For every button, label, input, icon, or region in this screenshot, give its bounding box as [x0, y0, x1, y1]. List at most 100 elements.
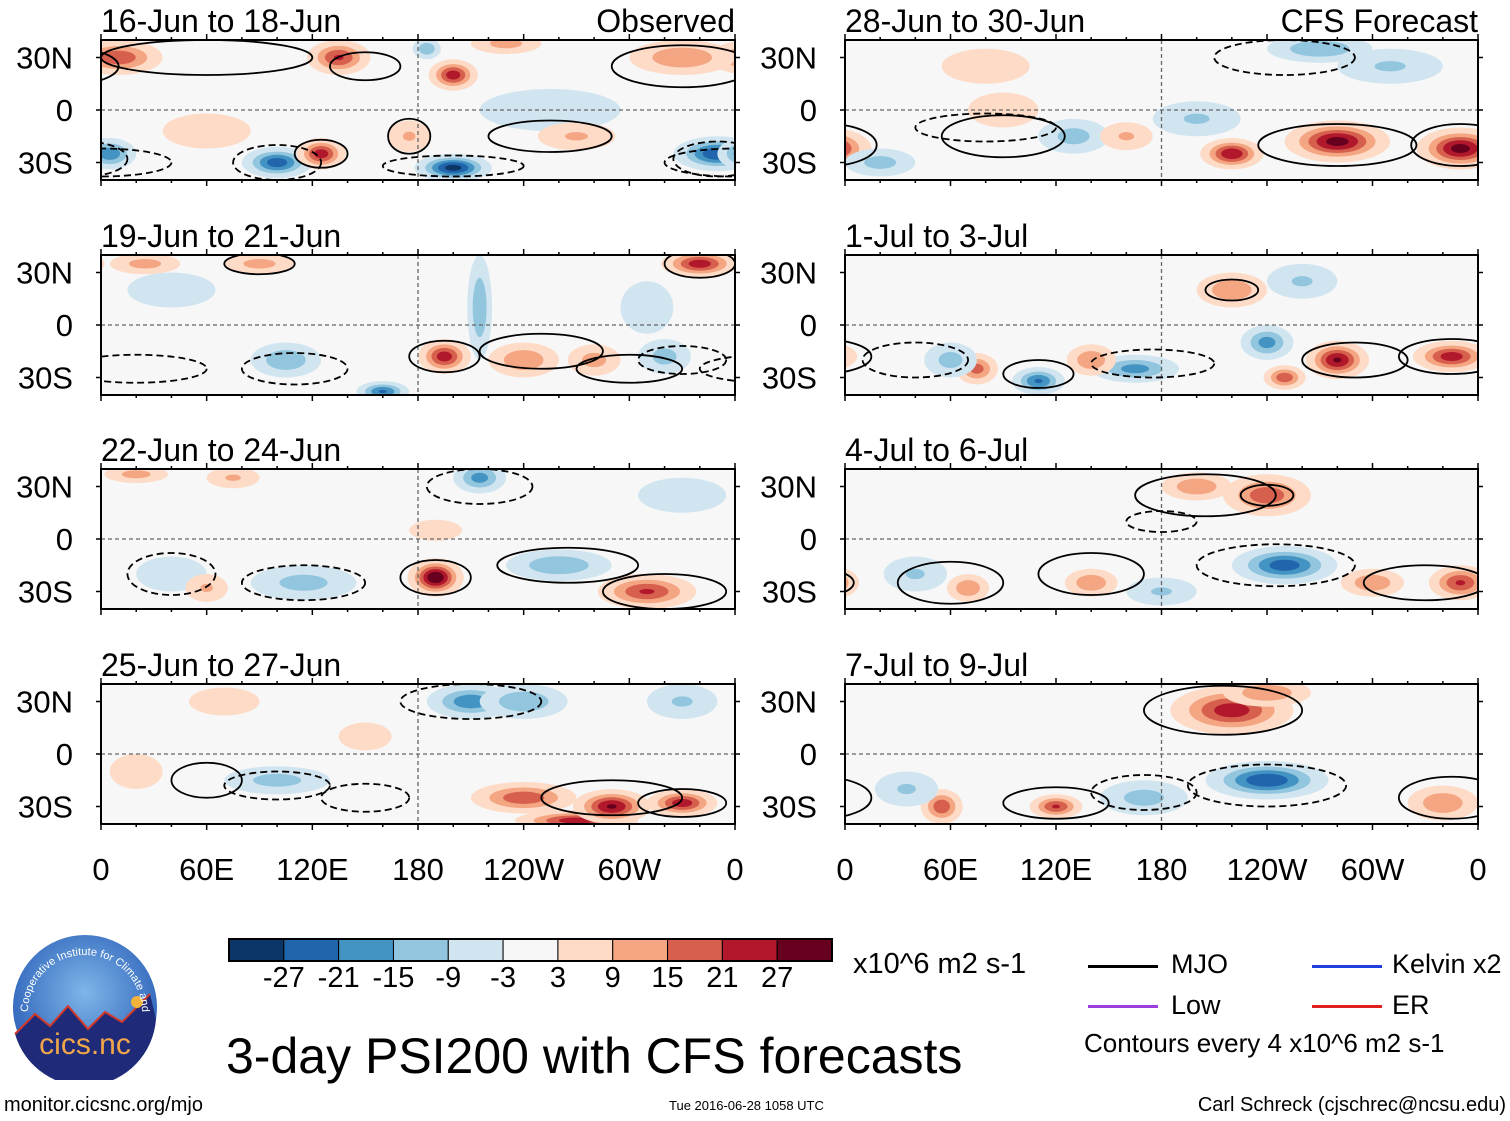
- mjo-contour-negative: [101, 147, 173, 178]
- lat-tick-label: 0: [800, 737, 817, 772]
- anomaly-shade: [529, 556, 589, 575]
- mjo-contour-negative: [101, 142, 129, 176]
- colorbar-tick-label: 27: [761, 962, 794, 994]
- anomaly-field: [814, 469, 1478, 609]
- map-panel: 30N 0 30S 7-Jul to 9-Jul 0 60E 120E 180 120W 60W 0: [760, 647, 1487, 887]
- lat-tick-label: 30N: [760, 685, 817, 720]
- map-panel: 30N 0 30S 19-Jun to 21-Jun: [16, 218, 740, 401]
- anomaly-shade: [1246, 773, 1288, 787]
- lat-tick-label: 30N: [16, 41, 73, 76]
- mjo-contour-positive: [408, 339, 481, 374]
- mjo-contour-positive: [387, 117, 432, 155]
- mjo-contour-negative: [381, 154, 525, 178]
- anomaly-shade: [1326, 137, 1349, 146]
- lat-tick-label: 30S: [18, 790, 73, 825]
- anomaly-shade: [446, 70, 461, 80]
- mjo-contour-positive: [101, 51, 120, 82]
- mjo-contour-negative: [861, 341, 969, 379]
- lon-tick-label: 120W: [1227, 852, 1309, 887]
- mjo-contour-positive: [170, 761, 243, 799]
- mjo-contour-negative: [1195, 543, 1356, 588]
- lon-tick-label: 180: [392, 852, 444, 887]
- mjo-contour-negative: [126, 552, 217, 596]
- anomaly-shade: [436, 351, 452, 362]
- mjo-contour-positive: [399, 559, 472, 596]
- lon-tick-label: 120W: [483, 852, 565, 887]
- anomaly-shade: [1183, 113, 1210, 124]
- mjo-contour-positive: [1037, 552, 1145, 596]
- lat-tick-label: 0: [56, 308, 73, 343]
- anomaly-shade: [864, 156, 897, 169]
- anomaly-shade: [225, 474, 241, 481]
- lat-tick-label: 0: [56, 737, 73, 772]
- anomaly-shade: [744, 754, 797, 789]
- anomaly-shade: [498, 691, 549, 712]
- lon-tick-label: 120E: [1020, 852, 1092, 887]
- anomaly-shade: [1291, 276, 1313, 287]
- lon-tick-label: 60W: [1341, 852, 1405, 887]
- anomaly-shade: [688, 259, 711, 268]
- anomaly-shade: [1497, 156, 1510, 169]
- mjo-contour-positive: [1239, 483, 1295, 507]
- mjo-contour-negative: [223, 770, 331, 801]
- lon-tick-label: 60E: [923, 852, 978, 887]
- footer-url[interactable]: monitor.cicsnc.org/mjo: [4, 1094, 203, 1116]
- panel-tag: Observed: [596, 3, 735, 39]
- mjo-contour-negative: [672, 140, 735, 178]
- footer-author: Carl Schreck (cjschrec@ncsu.edu): [1197, 1094, 1506, 1116]
- mjo-contour-negative: [320, 782, 411, 813]
- mjo-contour-positive: [1143, 684, 1304, 736]
- mjo-contour-positive: [1397, 775, 1478, 820]
- mjo-contour-positive: [0, 548, 4, 583]
- colorbar-tick-label: -21: [317, 962, 360, 994]
- anomaly-shade: [127, 272, 216, 308]
- lat-tick-label: 0: [800, 93, 817, 128]
- lon-tick-label: 180: [1136, 852, 1188, 887]
- lon-tick-label: 0: [836, 852, 853, 887]
- lat-tick-label: 30S: [18, 146, 73, 181]
- mjo-contour-negative: [698, 355, 735, 382]
- anomaly-shade: [243, 258, 276, 269]
- anomaly-shade: [471, 472, 489, 483]
- anomaly-shade: [267, 157, 288, 168]
- anomaly-shade: [1121, 364, 1150, 374]
- lon-tick-label: 0: [726, 852, 743, 887]
- colorbar-tick-label: -15: [372, 962, 415, 994]
- panel-title: 22-Jun to 24-Jun: [101, 432, 341, 468]
- anomaly-shade: [1077, 351, 1106, 369]
- lat-tick-label: 30S: [762, 790, 817, 825]
- mjo-contour-negative: [1090, 348, 1216, 379]
- lat-tick-label: 30N: [760, 470, 817, 505]
- anomaly-field: [845, 684, 1478, 824]
- colorbar-tick-label: 15: [651, 962, 684, 994]
- mjo-contour-positive: [896, 560, 1005, 605]
- lon-tick-label: 120E: [276, 852, 348, 887]
- units-label: x10^6 m2 s-1: [853, 948, 1027, 980]
- mjo-contour-negative: [101, 353, 208, 384]
- anomaly-shade: [1440, 351, 1463, 362]
- mjo-contour-positive: [845, 340, 873, 373]
- anomaly-shade: [814, 575, 842, 590]
- anomaly-shade: [1276, 372, 1293, 383]
- lat-tick-label: 0: [56, 522, 73, 557]
- anomaly-shade: [101, 147, 121, 160]
- anomaly-shade: [1212, 280, 1252, 300]
- legend-swatch-er: [1312, 1005, 1382, 1008]
- anomaly-shade: [845, 344, 858, 369]
- anomaly-shade: [1269, 559, 1300, 571]
- anomaly-shade: [418, 42, 435, 55]
- anomaly-shade: [1455, 580, 1466, 586]
- colorbar-swatch: [721, 938, 778, 962]
- mjo-contour-negative: [1186, 763, 1348, 808]
- mjo-contour-positive: [478, 332, 604, 370]
- anomaly-shade: [1290, 40, 1350, 57]
- panel-title: 28-Jun to 30-Jun: [845, 3, 1085, 39]
- mjo-contour-negative: [399, 684, 543, 720]
- anomaly-shade: [0, 789, 16, 824]
- anomaly-shade: [671, 696, 693, 707]
- cics-logo: Cooperative Institute for Climate and Sa…: [10, 934, 157, 1080]
- mjo-contour-negative: [240, 564, 367, 602]
- lat-tick-label: 30S: [762, 361, 817, 396]
- lat-tick-label: 30N: [16, 256, 73, 291]
- colorbar-tick-label: 21: [706, 962, 739, 994]
